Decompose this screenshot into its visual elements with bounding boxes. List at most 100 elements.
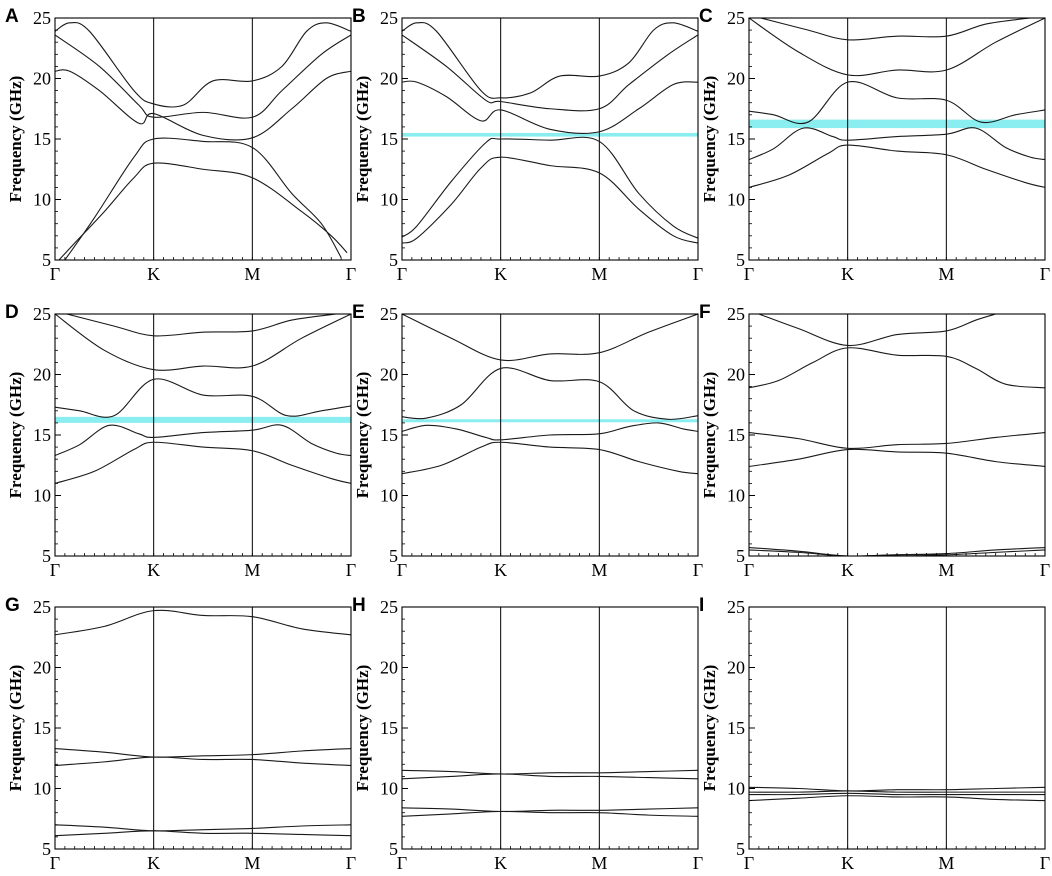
panel-c-ytick-label: 10 (727, 190, 745, 210)
panel-e-xtick-label: M (591, 560, 607, 580)
panel-h-band-1 (402, 810, 698, 817)
panel-c-xtick-label: Γ (744, 264, 754, 284)
panel-c-ylabel: Frequency (GHz) (700, 76, 719, 203)
panel-h-band-3 (402, 773, 698, 780)
panel-d-ytick-label: 20 (33, 365, 51, 385)
panel-e-band-4 (402, 314, 698, 362)
panel-c-frame (748, 17, 1046, 261)
panel-c-band-3 (749, 80, 1045, 125)
panel-b-xtick-label: Γ (693, 264, 703, 284)
panel-g-ytick-label: 15 (33, 718, 51, 738)
panel-b-frame (401, 17, 699, 261)
panel-g-band-2 (55, 824, 351, 832)
panel-g-xtick-label: Γ (346, 853, 356, 873)
panel-d-band-4 (55, 314, 351, 371)
panel-i-xtick-label: M (938, 853, 954, 873)
panel-d-xtick-label: K (147, 560, 160, 580)
panel-f-letter: F (699, 302, 711, 323)
panel-g-letter: G (5, 595, 20, 616)
panel-b-ytick-label: 15 (380, 129, 398, 149)
panel-d-band-2 (55, 424, 351, 457)
panel-i-xtick-label: K (841, 853, 854, 873)
panel-d-xtick-label: Γ (346, 560, 356, 580)
panel-h-xtick-label: Γ (693, 853, 703, 873)
panel-d-xtick-label: Γ (50, 560, 60, 580)
panel-i-band-4 (749, 786, 1045, 792)
panel-d-ytick-label: 10 (33, 486, 51, 506)
panel-b-xtick-label: M (591, 264, 607, 284)
panel-a-xtick-label: Γ (346, 264, 356, 284)
panel-e-band-2 (402, 422, 698, 441)
panel-c-band-2 (749, 127, 1045, 161)
panel-b-band-gap (402, 132, 698, 137)
panel-a-band-5 (55, 21, 351, 108)
panel-h-bands (402, 769, 698, 817)
panel-d-ytick-label: 15 (33, 425, 51, 445)
panel-b-band-2 (402, 136, 698, 239)
panel-e-ytick-label: 10 (380, 486, 398, 506)
panel-d: 5 10 15 20 25 Γ K M Γ Frequency (GHz) D (5, 302, 356, 580)
panel-g-xtick-label: Γ (50, 853, 60, 873)
panel-g-frame (54, 606, 352, 850)
panel-c-band-1 (749, 144, 1045, 188)
panel-e-xtick-label: K (494, 560, 507, 580)
panel-c-xtick-label: Γ (1040, 264, 1050, 284)
panel-h-band-4 (402, 769, 698, 775)
panel-i-xtick-label: Γ (744, 853, 754, 873)
panel-e-band-gap (402, 419, 698, 423)
panel-g-ylabel: Frequency (GHz) (6, 665, 25, 792)
panel-f: 5 10 15 20 25 Γ K M Γ Frequency (GHz) F (699, 302, 1050, 580)
panel-g-ytick-label: 20 (33, 658, 51, 678)
panel-c-xtick-label: M (938, 264, 954, 284)
panel-e-band-1 (402, 441, 698, 475)
panel-a: 5 10 15 20 25 Γ K M Γ Frequency (GHz) A (5, 6, 356, 284)
panel-h-letter: H (352, 595, 366, 616)
panel-i-ylabel: Frequency (GHz) (700, 665, 719, 792)
panel-g-band-5 (55, 609, 351, 636)
panel-b-xtick-label: Γ (397, 264, 407, 284)
panel-f-ytick-label: 5 (736, 546, 745, 566)
panel-d-band-5 (66, 314, 337, 337)
panel-d-xtick-label: M (244, 560, 260, 580)
panel-a-ytick-label: 25 (33, 8, 51, 28)
panel-h-ytick-label: 10 (380, 779, 398, 799)
panel-a-frame (54, 17, 352, 261)
panel-g-xtick-label: M (244, 853, 260, 873)
panel-h-ylabel: Frequency (GHz) (353, 665, 372, 792)
panel-a-band-4 (55, 34, 351, 119)
panel-c-ytick-label: 5 (736, 250, 745, 270)
panel-i-ytick-label: 5 (736, 839, 745, 859)
panel-a-letter: A (5, 6, 19, 27)
panel-f-ytick-label: 10 (727, 486, 745, 506)
panel-b-band-1 (402, 156, 698, 244)
panel-f-bands (749, 314, 1045, 556)
panel-e-ytick-label: 15 (380, 425, 398, 445)
panel-g-bands (55, 609, 351, 837)
panel-g: 5 10 15 20 25 Γ K M Γ Frequency (GHz) G (5, 595, 356, 873)
panel-e-ytick-label: 25 (380, 304, 398, 324)
panel-e-bands (402, 314, 698, 475)
panel-e-ytick-label: 5 (389, 546, 398, 566)
panel-a-band-1 (58, 162, 348, 260)
panel-i-band-3 (749, 790, 1045, 793)
panel-f-ytick-label: 15 (727, 425, 745, 445)
panel-h-xtick-label: M (591, 853, 607, 873)
panel-b-letter: B (352, 6, 366, 27)
panel-d-band-gap (55, 416, 351, 423)
panel-h-ytick-label: 5 (389, 839, 398, 859)
panel-i-ytick-label: 20 (727, 658, 745, 678)
panel-c-bands (749, 18, 1045, 188)
panel-a-ytick-label: 5 (42, 250, 51, 270)
panel-f-xtick-label: K (841, 560, 854, 580)
panel-h-band-2 (402, 807, 698, 813)
panel-b-ytick-label: 10 (380, 190, 398, 210)
panel-a-band-2 (64, 137, 342, 260)
panel-h: 5 10 15 20 25 Γ K M Γ Frequency (GHz) H (352, 595, 703, 873)
panel-f-xtick-label: M (938, 560, 954, 580)
panel-b-ytick-label: 20 (380, 69, 398, 89)
panel-b-band-5 (402, 21, 698, 99)
panel-g-ytick-label: 5 (42, 839, 51, 859)
panel-a-ytick-label: 15 (33, 129, 51, 149)
panel-f-band-5 (749, 347, 1045, 389)
